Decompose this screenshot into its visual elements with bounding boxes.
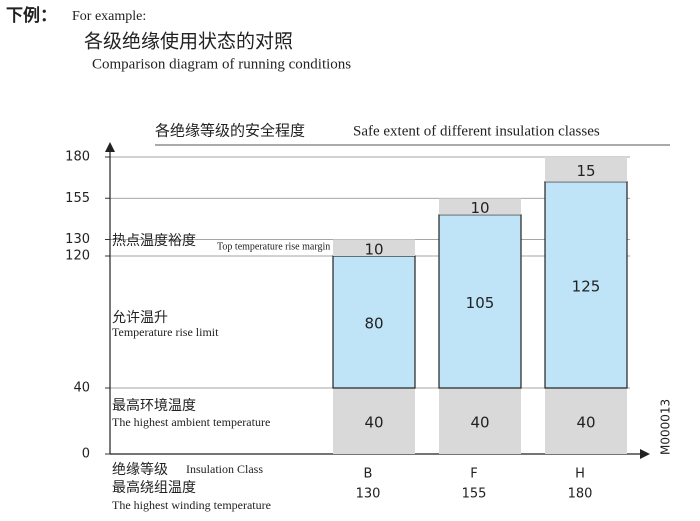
x-tick-label: B — [364, 467, 373, 482]
lead-en: For example: — [72, 9, 146, 24]
x-arrow — [640, 449, 650, 459]
y-tick-label: 120 — [65, 249, 90, 264]
bar-segment — [545, 388, 627, 454]
bar-segment — [333, 239, 415, 256]
series-name: 最高环境温度 — [112, 397, 196, 414]
total-label-en: The highest winding temperature — [112, 498, 271, 512]
y-tick-label: 130 — [65, 232, 90, 247]
value-label: 10 — [364, 240, 383, 258]
total-label: 最高绕组温度 — [112, 479, 196, 496]
value-label: 105 — [466, 294, 495, 312]
value-label: 40 — [364, 414, 383, 432]
category-label: 绝缘等级 — [112, 461, 168, 478]
winding-temp: 180 — [568, 487, 593, 502]
series-name-en: Top temperature rise margin — [217, 241, 330, 252]
value-label: 80 — [364, 315, 383, 333]
y-tick-label: 155 — [65, 191, 90, 206]
x-tick-label: F — [470, 467, 477, 482]
y-tick-label: 40 — [73, 381, 90, 396]
chart-title-en: Safe extent of different insulation clas… — [353, 123, 600, 139]
value-label: 125 — [572, 277, 601, 295]
code: M000013 — [659, 399, 673, 455]
series-name: 允许温升 — [112, 310, 168, 326]
y-tick-label: 0 — [82, 447, 90, 462]
value-label: 40 — [470, 414, 489, 432]
value-label: 10 — [470, 199, 489, 217]
series-name-en: The highest ambient temperature — [112, 415, 270, 429]
winding-temp: 155 — [462, 487, 487, 502]
bar-segment — [439, 388, 521, 454]
x-tick-label: H — [575, 467, 585, 482]
value-label: 15 — [576, 162, 595, 180]
lead: 下例： — [6, 5, 57, 26]
title: 各级绝缘使用状态的对照 — [84, 31, 293, 53]
bar-segment — [439, 198, 521, 215]
bar-segment — [545, 157, 627, 182]
bar-segment — [438, 214, 522, 389]
chart-title: 各绝缘等级的安全程度 — [155, 122, 305, 140]
series-name-en: Temperature rise limit — [112, 325, 219, 339]
y-tick-label: 180 — [65, 150, 90, 165]
series-name: 热点温度裕度 — [112, 233, 196, 249]
y-arrow — [105, 142, 115, 152]
bar-segment — [332, 255, 416, 389]
value-label: 40 — [576, 414, 595, 432]
bar-segment — [333, 388, 415, 454]
winding-temp: 130 — [356, 487, 381, 502]
category-label-en: Insulation Class — [186, 462, 263, 476]
subtitle: Comparison diagram of running conditions — [92, 56, 351, 72]
